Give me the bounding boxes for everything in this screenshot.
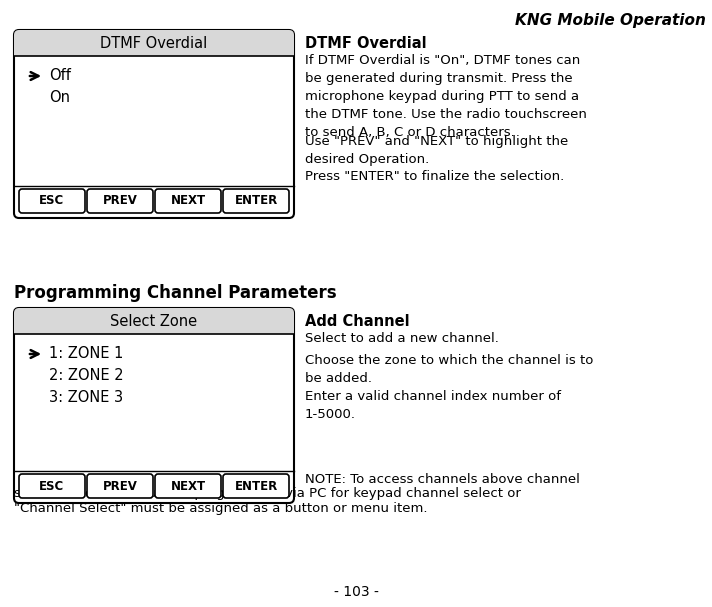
Text: Select Zone: Select Zone — [110, 313, 197, 328]
FancyBboxPatch shape — [155, 189, 221, 213]
Text: - 103 -: - 103 - — [333, 585, 379, 599]
Text: Programming Channel Parameters: Programming Channel Parameters — [14, 284, 337, 302]
FancyBboxPatch shape — [14, 308, 294, 334]
Bar — [14, 51, 294, 56]
Text: NOTE: To access channels above channel: NOTE: To access channels above channel — [305, 473, 580, 486]
Text: Off: Off — [49, 69, 71, 84]
Text: DTMF Overdial: DTMF Overdial — [100, 35, 208, 50]
Text: ESC: ESC — [39, 480, 65, 492]
Text: NEXT: NEXT — [170, 194, 206, 208]
Text: ENTER: ENTER — [234, 480, 278, 492]
Text: On: On — [49, 90, 70, 106]
Text: Use "PREV" and "NEXT" to highlight the
desired Operation.
Press "ENTER" to final: Use "PREV" and "NEXT" to highlight the d… — [305, 135, 568, 183]
FancyBboxPatch shape — [155, 474, 221, 498]
FancyBboxPatch shape — [87, 474, 153, 498]
FancyBboxPatch shape — [19, 189, 85, 213]
Text: If DTMF Overdial is "On", DTMF tones can
be generated during transmit. Press the: If DTMF Overdial is "On", DTMF tones can… — [305, 54, 587, 139]
Text: 3: ZONE 3: 3: ZONE 3 — [49, 390, 123, 405]
FancyBboxPatch shape — [223, 474, 289, 498]
FancyBboxPatch shape — [19, 474, 85, 498]
Text: ENTER: ENTER — [234, 194, 278, 208]
Text: Add Channel: Add Channel — [305, 314, 409, 329]
Text: 2: ZONE 2: 2: ZONE 2 — [49, 368, 124, 384]
Text: NEXT: NEXT — [170, 480, 206, 492]
Text: PREV: PREV — [103, 480, 137, 492]
FancyBboxPatch shape — [14, 308, 294, 503]
FancyBboxPatch shape — [14, 30, 294, 218]
Text: 1: ZONE 1: 1: ZONE 1 — [49, 347, 123, 362]
FancyBboxPatch shape — [223, 189, 289, 213]
Bar — [14, 329, 294, 334]
Text: ESC: ESC — [39, 194, 65, 208]
Text: "Channel Select" must be assigned as a button or menu item.: "Channel Select" must be assigned as a b… — [14, 502, 427, 515]
FancyBboxPatch shape — [14, 30, 294, 56]
Text: Select to add a new channel.: Select to add a new channel. — [305, 332, 499, 345]
Text: PREV: PREV — [103, 194, 137, 208]
Text: Enter a valid channel index number of
1-5000.: Enter a valid channel index number of 1-… — [305, 390, 561, 421]
Text: KNG Mobile Operation: KNG Mobile Operation — [515, 13, 706, 28]
Text: sixteen, the radio must be programmed via PC for keypad channel select or: sixteen, the radio must be programmed vi… — [14, 487, 521, 501]
Text: DTMF Overdial: DTMF Overdial — [305, 36, 426, 51]
FancyBboxPatch shape — [87, 189, 153, 213]
Text: Choose the zone to which the channel is to
be added.: Choose the zone to which the channel is … — [305, 354, 593, 385]
